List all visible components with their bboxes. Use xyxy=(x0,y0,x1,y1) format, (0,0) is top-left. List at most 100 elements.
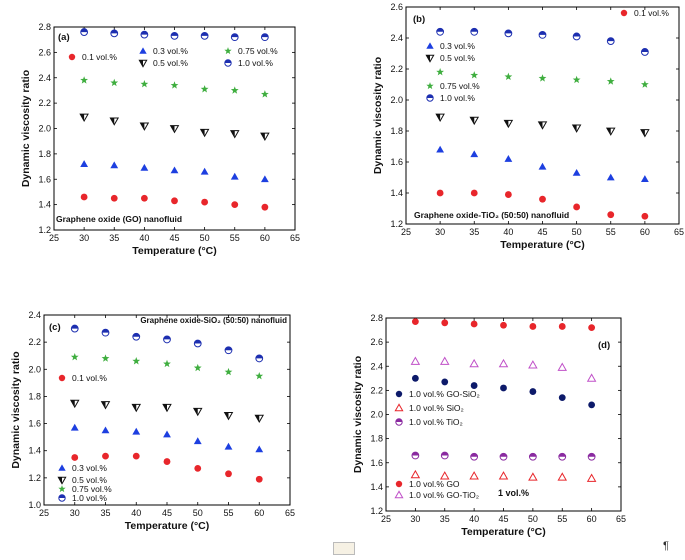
x-tick-label: 40 xyxy=(469,514,479,524)
legend-label: 1.0 vol.% GO-SiO₂ xyxy=(409,389,480,399)
series-1 xyxy=(436,189,649,220)
data-point xyxy=(140,80,149,88)
series-5 xyxy=(70,324,264,363)
y-tick-label: 1.4 xyxy=(370,482,383,492)
data-point xyxy=(469,358,479,368)
data-point xyxy=(641,212,649,220)
data-point xyxy=(194,464,202,472)
series-1 xyxy=(411,318,596,332)
paragraph-mark: ¶ xyxy=(663,540,669,552)
data-point xyxy=(586,473,597,482)
data-point xyxy=(80,28,89,36)
y-axis-title: Dynamic viscosity ratio xyxy=(372,57,384,174)
data-point xyxy=(470,320,478,328)
series-4 xyxy=(410,469,597,482)
legend-marker xyxy=(58,485,66,493)
legend-label: 0.3 vol.% xyxy=(72,463,107,473)
data-point xyxy=(254,414,265,424)
data-point xyxy=(411,451,420,460)
data-point xyxy=(101,426,110,434)
legend-label: 0.5 vol.% xyxy=(440,53,475,63)
x-tick-label: 35 xyxy=(109,233,119,243)
legend-marker xyxy=(224,59,232,67)
x-tick-label: 30 xyxy=(79,233,89,243)
data-point xyxy=(224,346,233,355)
data-point xyxy=(640,48,649,56)
data-point xyxy=(470,382,478,389)
data-point xyxy=(200,31,209,40)
plot-frame xyxy=(405,6,680,225)
data-point xyxy=(170,81,179,89)
data-point xyxy=(200,167,209,175)
data-point xyxy=(170,166,179,174)
data-point xyxy=(80,160,89,167)
data-point xyxy=(230,33,239,42)
data-point xyxy=(572,75,581,84)
data-point xyxy=(193,437,202,445)
data-point xyxy=(607,211,615,219)
data-point xyxy=(586,373,597,382)
data-point xyxy=(70,352,79,361)
data-point xyxy=(223,411,234,421)
data-point xyxy=(528,472,538,481)
legend-label: 0.75 vol.% xyxy=(440,81,480,91)
data-point xyxy=(192,407,203,417)
legend-label: 1.0 vol.% xyxy=(72,493,107,503)
data-point xyxy=(640,80,649,88)
data-point xyxy=(109,117,120,126)
legend-marker xyxy=(394,490,404,499)
legend-marker xyxy=(426,42,434,49)
series-5 xyxy=(436,27,649,56)
series-1 xyxy=(71,452,263,483)
y-tick-label: 1.0 xyxy=(28,500,41,510)
data-point xyxy=(528,452,537,461)
y-tick-label: 2.2 xyxy=(370,385,383,395)
data-point xyxy=(199,128,210,138)
data-point xyxy=(163,430,171,438)
data-point xyxy=(573,203,581,211)
y-tick-label: 2.4 xyxy=(28,310,41,320)
y-tick-label: 1.2 xyxy=(38,225,51,235)
data-point xyxy=(470,150,479,158)
series-5 xyxy=(411,451,596,461)
data-point xyxy=(70,324,79,333)
legend-label: 0.5 vol.% xyxy=(153,58,188,68)
chart-panel-d: 25 30 35 40 45 50 55 60 65 1.2 1.4 1.6 1.8 2.0 2.2 2.4 2… xyxy=(352,313,626,538)
x-tick-label: 45 xyxy=(498,514,508,524)
data-point xyxy=(571,124,582,133)
data-point xyxy=(410,356,421,365)
legend-marker xyxy=(57,476,67,485)
legend-marker xyxy=(620,9,628,17)
data-point xyxy=(436,68,445,76)
y-tick-label: 2.4 xyxy=(370,361,383,371)
data-point xyxy=(528,360,538,369)
legend-label: 1.0 vol.% GO xyxy=(409,479,460,489)
series-4 xyxy=(436,68,649,88)
legend-label: 1.0 vol.% SiO₂ xyxy=(409,403,464,413)
data-point xyxy=(230,86,239,94)
data-point xyxy=(102,452,109,460)
x-tick-label: 60 xyxy=(587,514,597,524)
panel-label: (b) xyxy=(413,14,425,25)
x-tick-label: 50 xyxy=(528,514,538,524)
x-tick-label: 35 xyxy=(100,508,110,518)
data-point xyxy=(132,332,141,341)
legend-marker xyxy=(395,390,403,398)
y-tick-label: 1.8 xyxy=(38,149,51,159)
panel-annotation: Graphene oxide-TiO₂ (50:50) nanofluid xyxy=(414,210,569,220)
data-point xyxy=(435,113,445,122)
y-tick-label: 1.2 xyxy=(370,506,383,516)
legend-label: 0.1 vol.% xyxy=(634,8,669,18)
series-4 xyxy=(80,76,269,98)
data-point xyxy=(100,401,111,410)
y-tick-label: 2.6 xyxy=(370,337,383,347)
x-axis-title: Temperature (°C) xyxy=(125,520,210,532)
y-tick-label: 1.6 xyxy=(390,157,403,167)
x-tick-label: 25 xyxy=(401,227,411,237)
y-axis-title: Dynamic viscosity ratio xyxy=(20,70,32,187)
data-point xyxy=(469,471,479,480)
data-point xyxy=(470,452,479,461)
y-tick-label: 1.8 xyxy=(370,434,383,444)
legend-marker xyxy=(395,418,403,426)
